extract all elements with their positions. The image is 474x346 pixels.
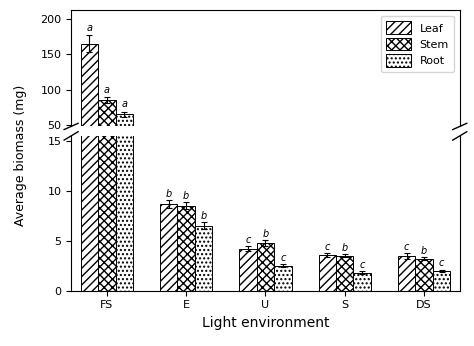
- Bar: [81, 0, 98, 291]
- Bar: [160, 154, 177, 161]
- Bar: [319, 158, 336, 161]
- Text: c: c: [246, 235, 251, 245]
- Bar: [81, 44, 98, 161]
- Bar: [415, 259, 433, 291]
- Text: b: b: [262, 228, 269, 238]
- Text: b: b: [342, 243, 348, 253]
- Bar: [177, 206, 195, 291]
- Bar: [336, 256, 354, 291]
- Bar: [239, 249, 257, 291]
- Text: Average biomass (mg): Average biomass (mg): [14, 85, 27, 226]
- Text: b: b: [183, 191, 189, 201]
- Bar: [98, 100, 116, 161]
- Bar: [336, 158, 354, 161]
- Text: a: a: [121, 99, 127, 109]
- Text: c: c: [439, 258, 444, 268]
- Text: a: a: [104, 85, 110, 95]
- Bar: [398, 256, 415, 291]
- Bar: [354, 273, 371, 291]
- Text: c: c: [404, 242, 410, 252]
- Text: b: b: [165, 189, 172, 199]
- Bar: [195, 156, 212, 161]
- Text: c: c: [280, 253, 285, 263]
- Text: b: b: [201, 211, 207, 221]
- Text: b: b: [421, 246, 427, 256]
- X-axis label: Light environment: Light environment: [202, 316, 329, 330]
- Bar: [354, 159, 371, 161]
- Bar: [257, 157, 274, 161]
- Bar: [274, 266, 292, 291]
- Bar: [257, 243, 274, 291]
- Bar: [239, 157, 257, 161]
- Text: a: a: [86, 23, 92, 33]
- Bar: [195, 226, 212, 291]
- Bar: [433, 271, 450, 291]
- Bar: [177, 154, 195, 161]
- Bar: [398, 158, 415, 161]
- Bar: [319, 255, 336, 291]
- Bar: [98, 0, 116, 291]
- Bar: [116, 0, 133, 291]
- Text: c: c: [325, 242, 330, 252]
- Bar: [274, 158, 292, 161]
- Bar: [415, 158, 433, 161]
- Legend: Leaf, Stem, Root: Leaf, Stem, Root: [381, 16, 454, 72]
- Bar: [160, 204, 177, 291]
- Bar: [116, 115, 133, 161]
- Bar: [433, 159, 450, 161]
- Text: c: c: [359, 260, 365, 270]
